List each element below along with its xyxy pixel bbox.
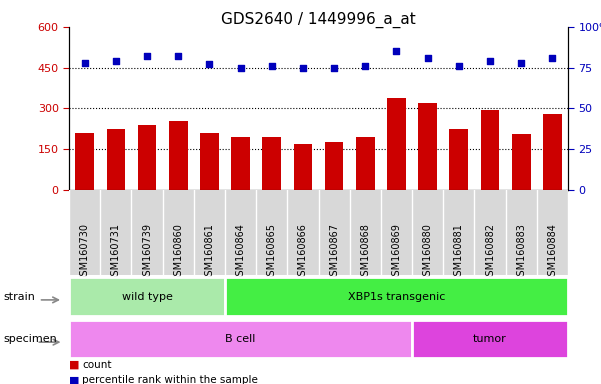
Bar	[325, 142, 344, 190]
Text: tumor: tumor	[473, 334, 507, 344]
Bar	[106, 129, 125, 190]
Bar	[293, 144, 313, 190]
Point	[548, 55, 557, 61]
Point	[236, 65, 245, 71]
Point	[267, 63, 276, 69]
Text: wild type: wild type	[121, 291, 172, 302]
Point	[174, 53, 183, 59]
Point	[454, 63, 463, 69]
Bar	[543, 114, 562, 190]
Point	[485, 58, 495, 64]
Bar	[231, 137, 250, 190]
Bar	[512, 134, 531, 190]
Bar	[138, 125, 156, 190]
Point	[142, 53, 152, 59]
Point	[204, 61, 214, 68]
Bar	[263, 137, 281, 190]
Point	[111, 58, 121, 64]
Bar	[169, 121, 188, 190]
Bar	[481, 110, 499, 190]
Text: GDS2640 / 1449996_a_at: GDS2640 / 1449996_a_at	[221, 12, 416, 28]
Bar	[356, 137, 374, 190]
Point	[298, 65, 308, 71]
Point	[329, 65, 339, 71]
Text: ■: ■	[69, 360, 79, 370]
Bar	[225, 277, 568, 316]
Text: specimen: specimen	[3, 334, 56, 344]
Bar	[69, 319, 412, 358]
Point	[361, 63, 370, 69]
Point	[392, 48, 401, 55]
Point	[423, 55, 433, 61]
Text: percentile rank within the sample: percentile rank within the sample	[82, 375, 258, 384]
Bar	[418, 103, 437, 190]
Text: XBP1s transgenic: XBP1s transgenic	[348, 291, 445, 302]
Bar	[450, 129, 468, 190]
Text: B cell: B cell	[225, 334, 256, 344]
Bar	[75, 133, 94, 190]
Bar	[69, 277, 225, 316]
Point	[516, 60, 526, 66]
Bar	[200, 133, 219, 190]
Text: strain: strain	[3, 291, 35, 302]
Point	[80, 60, 90, 66]
Text: count: count	[82, 360, 112, 370]
Bar	[412, 319, 568, 358]
Bar	[387, 98, 406, 190]
Text: ■: ■	[69, 375, 79, 384]
